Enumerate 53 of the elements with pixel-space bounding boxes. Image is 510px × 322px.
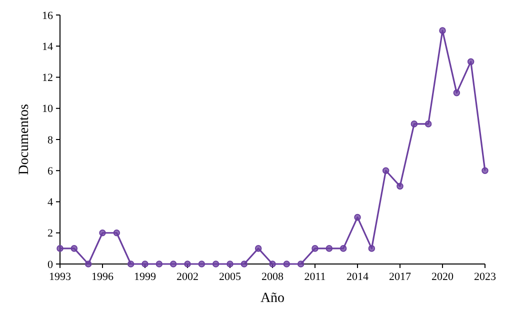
point bbox=[453, 89, 460, 96]
point bbox=[368, 245, 376, 252]
y-tick-label: 4 bbox=[48, 196, 54, 209]
point bbox=[340, 245, 347, 252]
y-tick-label: 6 bbox=[48, 165, 54, 178]
point bbox=[198, 260, 206, 268]
x-tick-label: 1996 bbox=[92, 271, 114, 283]
point bbox=[170, 260, 177, 268]
point bbox=[439, 27, 446, 34]
point bbox=[297, 260, 304, 268]
point bbox=[326, 245, 333, 252]
x-tick-label: 2017 bbox=[389, 271, 412, 283]
x-axis-title: Año bbox=[260, 291, 285, 306]
point bbox=[312, 245, 318, 252]
point bbox=[410, 120, 418, 128]
point bbox=[142, 260, 148, 268]
x-tick-label: 2005 bbox=[219, 271, 242, 283]
y-axis-title: Documentos bbox=[17, 104, 32, 175]
point bbox=[156, 260, 163, 268]
x-tick-label: 1993 bbox=[49, 271, 72, 283]
x-tick-label: 2023 bbox=[474, 271, 496, 283]
point bbox=[424, 120, 432, 128]
x-tick-label: 2020 bbox=[432, 271, 454, 283]
y-tick-label: 2 bbox=[48, 228, 53, 240]
y-tick-label: 0 bbox=[48, 258, 54, 271]
point bbox=[467, 58, 474, 66]
point bbox=[226, 260, 234, 268]
point bbox=[127, 260, 134, 268]
y-tick-label: 16 bbox=[42, 10, 54, 22]
point bbox=[184, 260, 191, 268]
x-tick-label: 2008 bbox=[262, 271, 284, 283]
point bbox=[113, 230, 120, 236]
point bbox=[56, 245, 64, 252]
point bbox=[482, 167, 488, 174]
x-tick-label: 2011 bbox=[304, 271, 326, 283]
point bbox=[240, 260, 248, 268]
y-tick-label: 14 bbox=[42, 40, 54, 53]
point bbox=[84, 260, 92, 268]
point bbox=[382, 167, 390, 174]
y-tick-label: 8 bbox=[48, 134, 54, 146]
y-tick-label: 12 bbox=[42, 72, 53, 84]
point bbox=[99, 230, 106, 236]
y-tick-label: 10 bbox=[42, 103, 54, 116]
point bbox=[396, 182, 404, 190]
x-tick-label: 1999 bbox=[134, 271, 156, 283]
x-tick-label: 2014 bbox=[346, 271, 369, 283]
point bbox=[254, 245, 262, 252]
point bbox=[269, 260, 276, 268]
point bbox=[354, 214, 361, 221]
point bbox=[70, 245, 78, 252]
point bbox=[212, 260, 220, 268]
point bbox=[283, 260, 290, 268]
x-tick-label: 2002 bbox=[176, 271, 198, 283]
